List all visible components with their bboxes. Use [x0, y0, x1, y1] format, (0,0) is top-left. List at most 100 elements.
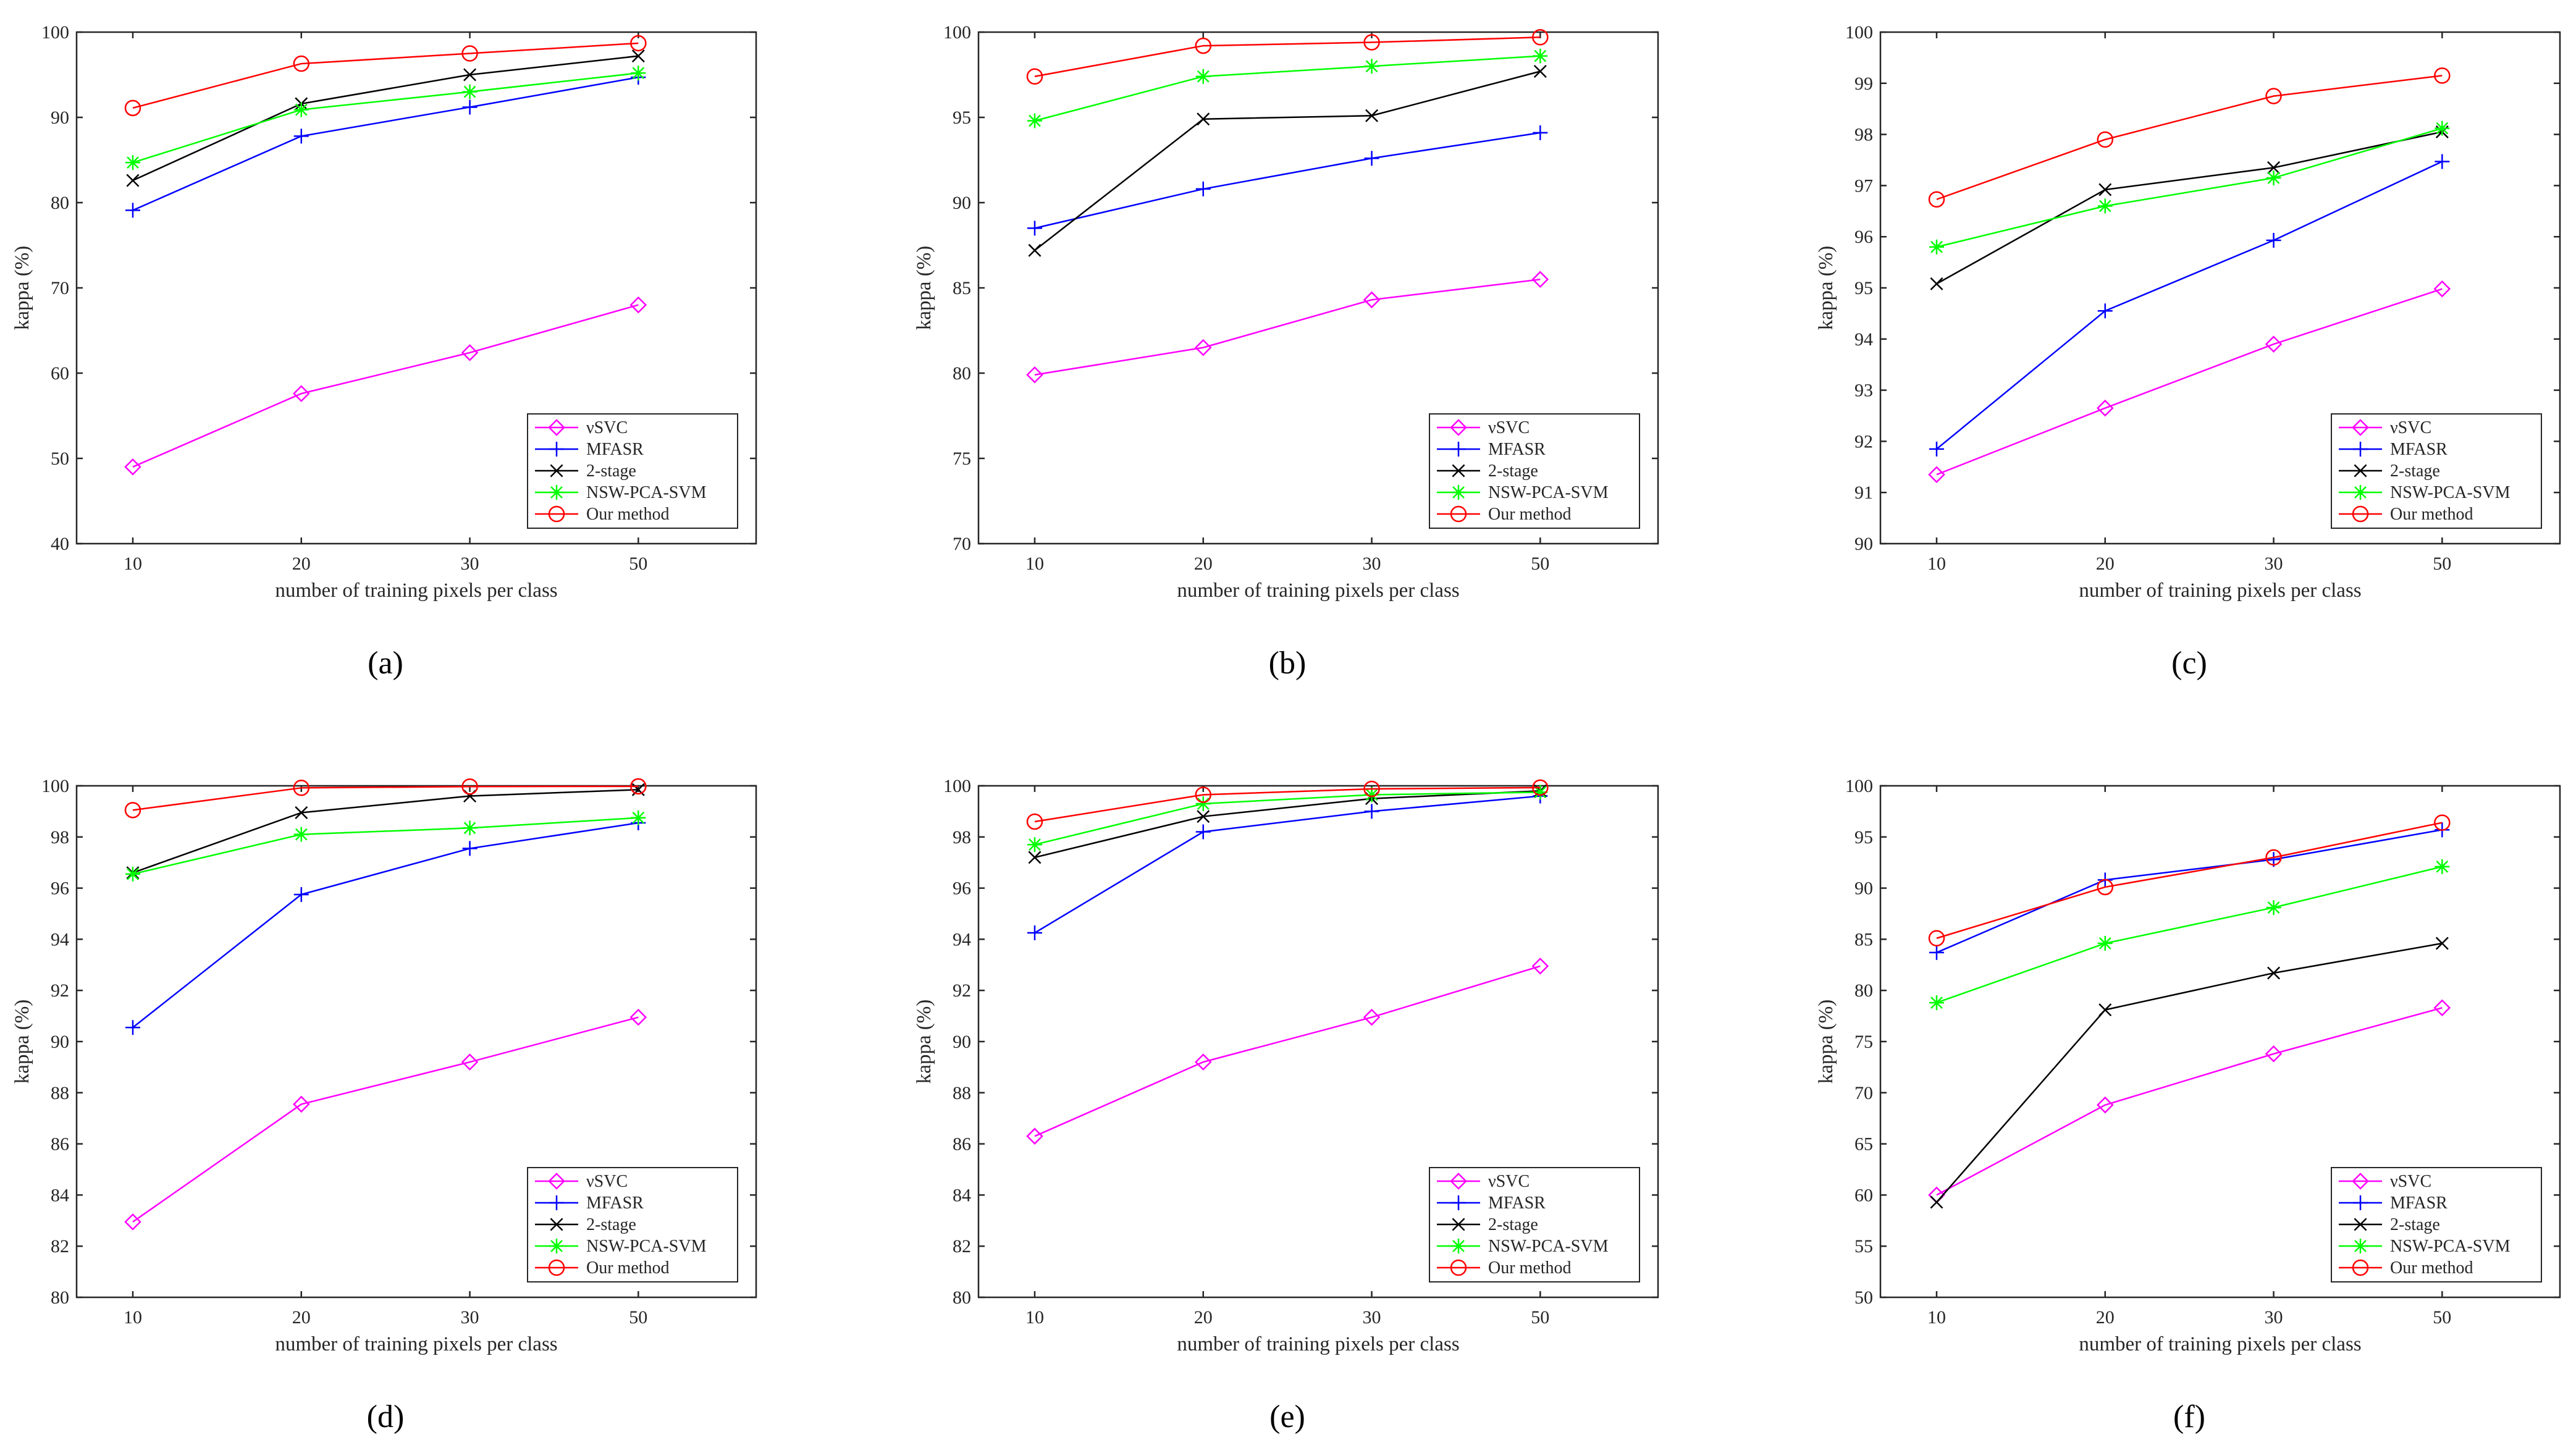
data-point	[1197, 112, 1210, 126]
y-tick-label: 80	[1854, 980, 1873, 1001]
legend-item: νSVC	[1437, 1172, 1530, 1191]
data-point	[2433, 999, 2451, 1017]
data-point	[1929, 995, 1944, 1011]
legend-marker	[2352, 1259, 2369, 1276]
legend-marker	[1452, 464, 1465, 478]
legend-marker	[1450, 505, 1467, 523]
series-nsw-pca-svm	[1929, 859, 2450, 1011]
legend-marker	[2352, 419, 2369, 436]
chart-panel-c: 90 91 92 93 94 95 96 97 98 99 100 10 20 30 50 number of…	[1815, 22, 2561, 681]
data-point	[2434, 814, 2451, 831]
y-tick-label: 86	[953, 1134, 971, 1155]
legend-label: NSW-PCA-SVM	[2390, 483, 2511, 502]
legend-label: 2-stage	[1488, 1215, 1538, 1234]
data-point	[1026, 68, 1043, 85]
legend-item: NSW-PCA-SVM	[535, 1237, 707, 1256]
data-point	[1194, 339, 1212, 356]
y-tick-label: 94	[953, 929, 971, 950]
x-tick-label: 30	[461, 554, 479, 574]
data-point	[1928, 466, 1945, 483]
data-point	[1928, 191, 1945, 208]
series-line	[132, 304, 639, 468]
y-tick-label: 80	[953, 1287, 971, 1308]
data-point	[292, 1095, 310, 1113]
x-tick-label: 50	[2433, 1307, 2451, 1328]
y-tick-label: 95	[953, 107, 971, 128]
legend-marker	[2352, 505, 2369, 523]
y-axis-title: kappa (%)	[1815, 246, 1837, 331]
legend-marker	[1451, 1239, 1466, 1253]
data-point	[1027, 837, 1042, 853]
data-point	[2266, 170, 2281, 185]
y-tick-label: 100	[943, 22, 971, 43]
data-point	[1363, 291, 1381, 309]
data-point	[1026, 813, 1043, 830]
data-point	[1363, 34, 1380, 51]
panel-label: (a)	[368, 646, 403, 681]
x-tick-label: 20	[1194, 554, 1213, 574]
data-point	[293, 128, 309, 144]
data-point	[293, 887, 309, 902]
legend: νSVC MFASR 2-stage NSW-PCA-SVM Our method	[527, 1167, 738, 1282]
series-mfasr	[1929, 154, 2450, 457]
y-tick-label: 91	[1854, 482, 1873, 503]
series-line	[132, 817, 639, 875]
data-point	[2266, 232, 2281, 248]
data-point	[631, 65, 646, 81]
data-point	[1195, 181, 1211, 196]
series-line	[1936, 131, 2443, 285]
legend-item: MFASR	[535, 440, 644, 459]
data-point	[2267, 966, 2281, 980]
data-point	[2097, 303, 2113, 319]
series--svc	[1026, 958, 1549, 1145]
legend-marker	[550, 464, 563, 478]
y-tick-label: 94	[51, 929, 69, 950]
legend-marker	[550, 1218, 563, 1231]
y-tick-label: 70	[1854, 1083, 1873, 1103]
data-point	[124, 802, 141, 819]
legend-marker	[2354, 464, 2367, 478]
data-point	[2435, 120, 2450, 136]
data-point	[462, 841, 478, 856]
y-tick-label: 92	[51, 980, 69, 1001]
legend-item: MFASR	[535, 1194, 644, 1213]
legend-label: MFASR	[2390, 440, 2448, 459]
data-point	[2097, 936, 2113, 951]
series-line	[1034, 70, 1541, 251]
legend-marker	[1451, 442, 1466, 457]
y-tick-label: 75	[1854, 1032, 1873, 1052]
legend-item: νSVC	[1437, 418, 1530, 437]
data-point	[629, 1008, 647, 1026]
series-mfasr	[1027, 125, 1548, 236]
y-tick-label: 98	[953, 827, 971, 848]
data-point	[630, 778, 647, 795]
series-line	[1034, 965, 1541, 1137]
data-point	[1363, 1008, 1381, 1026]
y-tick-label: 82	[953, 1236, 971, 1257]
legend-marker	[1450, 1173, 1467, 1190]
chart-panel-e: 80 82 84 86 88 90 92 94 96 98 100 10 20 30 50 number of…	[913, 776, 1659, 1434]
series-nsw-pca-svm	[1027, 785, 1548, 853]
y-tick-label: 86	[51, 1134, 69, 1155]
series-line	[1936, 828, 2443, 954]
legend-marker	[548, 1173, 565, 1190]
legend-label: NSW-PCA-SVM	[586, 483, 707, 502]
y-tick-label: 98	[1854, 125, 1873, 145]
panel-label: (e)	[1269, 1399, 1305, 1434]
x-tick-label: 30	[461, 1307, 479, 1328]
legend-label: νSVC	[2390, 418, 2431, 437]
data-point	[461, 45, 478, 62]
y-tick-label: 84	[51, 1185, 69, 1205]
legend-item: 2-stage	[535, 1215, 636, 1234]
x-tick-label: 30	[2265, 1307, 2283, 1328]
legend-item: NSW-PCA-SVM	[2339, 1237, 2511, 1256]
data-point	[629, 296, 647, 314]
chart-panel-f: 50 55 60 65 70 75 80 85 90 95 100 10 20 30 50 number of…	[1815, 776, 2561, 1434]
data-point	[461, 778, 478, 795]
series-nsw-pca-svm	[1027, 48, 1548, 128]
y-axis-title: kappa (%)	[11, 246, 33, 331]
x-axis-title: number of training pixels per class	[275, 1333, 557, 1355]
legend-marker	[549, 485, 564, 500]
legend-label: νSVC	[2390, 1172, 2431, 1191]
legend-label: NSW-PCA-SVM	[1488, 1237, 1609, 1256]
